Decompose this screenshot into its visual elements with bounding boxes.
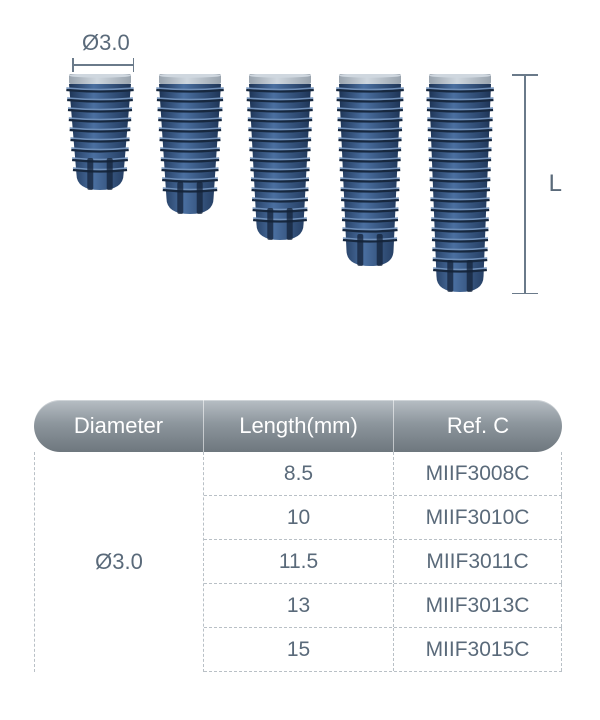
length-dimension-bracket	[512, 74, 538, 294]
table-row: 15MIIF3015C	[204, 628, 562, 672]
table-row: 8.5MIIF3008C	[204, 452, 562, 496]
table-header-row: Diameter Length(mm) Ref. C	[34, 400, 562, 452]
cell-ref: MIIF3010C	[394, 496, 562, 539]
th-length: Length(mm)	[204, 400, 394, 452]
implant-1	[66, 74, 134, 192]
cell-length: 10	[204, 496, 394, 539]
implant-5	[426, 74, 494, 294]
cell-ref: MIIF3015C	[394, 628, 562, 671]
th-diameter: Diameter	[34, 400, 204, 452]
implant-2	[156, 74, 224, 216]
table-row: 10MIIF3010C	[204, 496, 562, 540]
rows-column: 8.5MIIF3008C10MIIF3010C11.5MIIF3011C13MI…	[204, 452, 562, 672]
table-row: 11.5MIIF3011C	[204, 540, 562, 584]
cell-length: 11.5	[204, 540, 394, 583]
table-body: Ø3.0 8.5MIIF3008C10MIIF3010C11.5MIIF3011…	[34, 452, 562, 672]
cell-ref: MIIF3011C	[394, 540, 562, 583]
diameter-dimension-bracket	[72, 58, 134, 72]
cell-ref: MIIF3008C	[394, 452, 562, 495]
th-ref: Ref. C	[394, 400, 562, 452]
implant-3	[246, 74, 314, 242]
cell-diameter: Ø3.0	[34, 452, 204, 672]
length-label: L	[549, 170, 562, 198]
diagram-area: Ø3.0 L	[0, 0, 600, 340]
cell-length: 13	[204, 584, 394, 627]
diameter-label: Ø3.0	[82, 30, 130, 56]
table-row: 13MIIF3013C	[204, 584, 562, 628]
cell-ref: MIIF3013C	[394, 584, 562, 627]
cell-length: 8.5	[204, 452, 394, 495]
implants-row	[66, 74, 494, 294]
spec-table: Diameter Length(mm) Ref. C Ø3.0 8.5MIIF3…	[34, 400, 562, 672]
cell-length: 15	[204, 628, 394, 671]
implant-4	[336, 74, 404, 268]
